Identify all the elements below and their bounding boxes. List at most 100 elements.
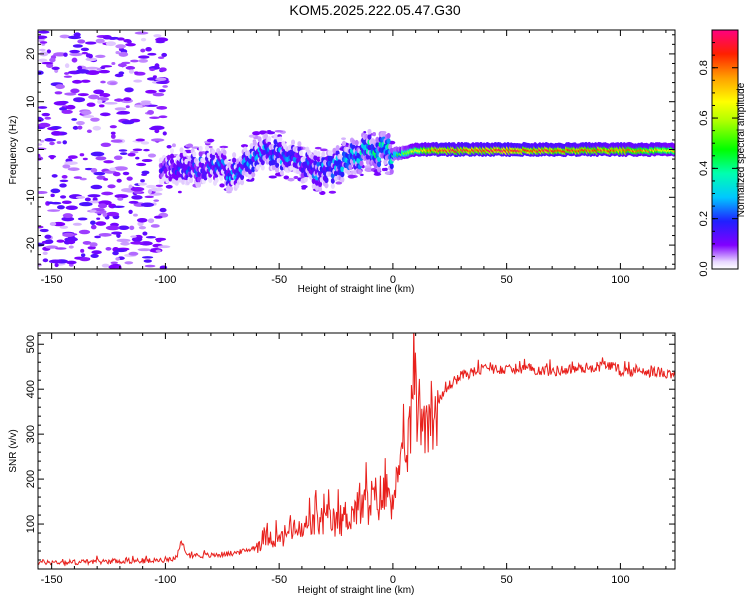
spectrogram-noise-blob (266, 130, 272, 133)
spectrogram-noise-blob (145, 46, 152, 52)
spectrogram-ridge-cell (273, 138, 278, 145)
spectrogram-noise-blob (112, 205, 125, 209)
spectrogram-noise-blob (219, 183, 225, 188)
spectrogram-noise-blob (248, 134, 256, 138)
spectrogram-noise-blob (186, 143, 194, 148)
spectrogram-noise-blob (138, 58, 148, 63)
spec-x-tick-label: 50 (501, 274, 513, 286)
snr-y-tick-label: 500 (25, 335, 37, 353)
spectrogram-noise-blob (156, 81, 169, 85)
spectrogram-ridge-cell (290, 139, 296, 146)
spectrogram-noise-blob (350, 170, 354, 175)
spectrogram-noise-blob (98, 232, 112, 237)
spectrogram-noise-blob (147, 189, 152, 195)
spectrogram-noise-blob (109, 167, 117, 172)
snr-x-tick-label: 50 (501, 574, 513, 586)
spectrogram-noise-blob (53, 52, 67, 57)
spectrogram-noise-blob (154, 63, 160, 69)
spectrogram-ridge-cell (169, 148, 175, 154)
colorbar-ticks: 0.0 0.2 0.4 0.6 0.8 (698, 42, 738, 277)
spectrogram-noise-blob (50, 193, 55, 198)
spectrogram-ridge-cell (230, 179, 235, 186)
spectrogram-noise-blob (152, 92, 165, 97)
spectrogram-ridge-cell (365, 159, 370, 165)
snr-y-label: SNR (v/v) (8, 429, 19, 472)
spectrogram-noise-blob (140, 141, 150, 145)
spectrogram-noise-blob (258, 130, 267, 135)
spectrogram-ridge-cell (381, 131, 386, 137)
spectrogram-noise-blob (110, 134, 116, 139)
spectrogram-noise-blob (67, 155, 78, 159)
spectrogram-ridge-cell (211, 154, 216, 161)
spectrogram-ridge-cell (204, 145, 210, 151)
spectrogram-noise-blob (153, 34, 162, 38)
spectrogram-noise-blob (149, 68, 156, 72)
spectrogram-ridge-cell (329, 150, 334, 157)
spectrogram-ridge-cell (252, 140, 257, 147)
spectrogram-noise-blob (92, 197, 98, 202)
spectrogram-noise-blob (109, 82, 117, 85)
spectrogram-noise-blob (38, 30, 50, 34)
spectrogram-noise-blob (157, 245, 171, 249)
spectrogram-noise-blob (62, 232, 75, 237)
spectrogram-noise-blob (49, 141, 55, 146)
spectrogram-noise-blob (64, 92, 77, 96)
spectrogram-noise-blob (100, 142, 112, 147)
spectrogram-ridge-cell (329, 155, 334, 162)
snr-x-tick-label: 0 (390, 574, 396, 586)
spectrogram-noise-blob (50, 126, 62, 130)
spectrogram-noise-blob (90, 117, 100, 122)
spectrogram-marks (38, 30, 675, 269)
spectrogram-ridge-cell (198, 145, 203, 152)
spectrogram-noise-blob (73, 32, 81, 37)
spectrogram-ridge-cell (316, 156, 321, 162)
snr-series-line (38, 333, 675, 567)
spectrogram-ridge-cell (348, 164, 353, 170)
spectrogram-noise-blob (142, 231, 148, 236)
spectrogram-ridge-cell (279, 169, 284, 176)
spectrogram-noise-blob (85, 53, 92, 58)
spectrogram-ridge-cell (367, 134, 372, 140)
spectrogram-noise-blob (123, 97, 132, 102)
spectrogram-noise-blob (73, 176, 82, 179)
spectrogram-noise-blob (116, 238, 131, 243)
spectrogram-noise-blob (79, 177, 87, 181)
spectrogram-ridge-cell (364, 133, 369, 140)
spectrogram-noise-blob (93, 89, 105, 95)
spectrogram-noise-blob (90, 220, 96, 225)
spectrogram-noise-blob (166, 144, 172, 149)
spectrogram-noise-blob (104, 170, 117, 174)
spectrogram-noise-blob (150, 138, 165, 142)
snr-axes: -150 -100 -50 0 50 100 100 200 300 400 500 (25, 333, 675, 586)
spectrogram-noise-blob (341, 137, 346, 140)
spectrogram-noise-blob (149, 116, 160, 120)
spectrogram-noise-blob (118, 225, 130, 231)
spectrogram-noise-blob (140, 37, 147, 42)
snr-x-tick-label: 100 (611, 574, 629, 586)
spectrogram-noise-blob (206, 138, 215, 143)
spectrogram-noise-blob (38, 35, 48, 39)
spectrogram-noise-blob (81, 51, 88, 55)
spectrogram-noise-blob (140, 179, 145, 183)
spectrogram-ridge-cell (295, 168, 300, 175)
spectrogram-noise-blob (161, 52, 168, 58)
spectrogram-noise-blob (125, 66, 136, 70)
spectrogram-ridge-cell (353, 169, 358, 175)
spectrogram-noise-blob (137, 221, 144, 227)
spectrogram-noise-blob (99, 93, 111, 98)
spectrogram-noise-blob (283, 175, 290, 180)
spectrogram-noise-blob (64, 161, 78, 165)
snr-y-tick-label: 400 (25, 380, 37, 398)
spectrogram-noise-blob (50, 201, 62, 205)
spectrogram-ridge-cell (251, 171, 256, 178)
spectrogram-noise-blob (107, 184, 116, 189)
spectrogram-noise-blob (100, 80, 106, 84)
spectrogram-noise-blob (64, 63, 70, 69)
spectrogram-ridge-cell (330, 183, 335, 190)
spectrogram-noise-blob (82, 240, 92, 245)
spectrogram-ridge-cell (260, 159, 265, 166)
spectrogram-noise-blob (252, 131, 261, 136)
colorbar-gradient (711, 29, 739, 270)
spectrogram-noise-blob (128, 200, 139, 204)
